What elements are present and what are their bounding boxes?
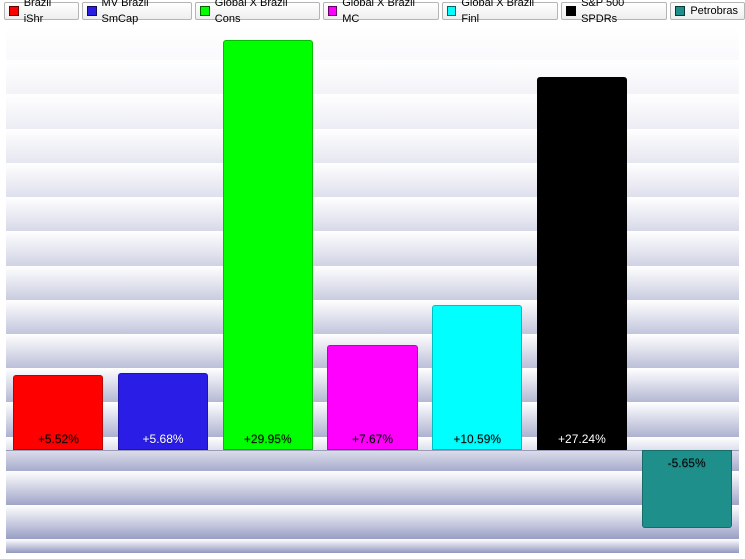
bar	[223, 40, 313, 450]
bars-layer: +5.52% +5.68% +29.95% +7.67% +10.59% +27.24% -…	[6, 26, 739, 553]
legend-swatch	[200, 6, 210, 16]
plot-area: +5.52% +5.68% +29.95% +7.67% +10.59% +27.24% -…	[6, 26, 739, 553]
legend-swatch	[675, 6, 685, 16]
bar-slot: +5.68%	[118, 26, 208, 553]
bar-slot: +29.95%	[223, 26, 313, 553]
chart-container: Brazil iShrMV Brazil SmCapGlobal X Brazi…	[0, 0, 745, 559]
legend-label: Global X Brazil Finl	[461, 0, 551, 27]
bar	[537, 77, 627, 450]
legend-swatch	[9, 6, 19, 16]
legend-swatch	[447, 6, 457, 16]
bar	[432, 305, 522, 450]
bar-value-label: +29.95%	[223, 432, 313, 446]
bar-value-label: +27.24%	[537, 432, 627, 446]
legend-label: MV Brazil SmCap	[102, 0, 186, 27]
bar-slot: +7.67%	[327, 26, 417, 553]
bar-value-label: +10.59%	[432, 432, 522, 446]
bar-value-label: +5.68%	[118, 432, 208, 446]
legend-swatch	[566, 6, 576, 16]
bar-value-label: -5.65%	[642, 456, 732, 470]
legend-item[interactable]: Global X Brazil Finl	[442, 2, 559, 20]
legend-label: S&P 500 SPDRs	[581, 0, 660, 27]
legend-item[interactable]: S&P 500 SPDRs	[561, 2, 667, 20]
legend-item[interactable]: Global X Brazil MC	[323, 2, 439, 20]
legend-item[interactable]: Global X Brazil Cons	[195, 2, 319, 20]
bar-slot: +10.59%	[432, 26, 522, 553]
legend-swatch	[328, 6, 338, 16]
legend: Brazil iShrMV Brazil SmCapGlobal X Brazi…	[0, 2, 745, 22]
bar-value-label: +5.52%	[13, 432, 103, 446]
legend-label: Global X Brazil MC	[342, 0, 431, 27]
legend-item[interactable]: Brazil iShr	[4, 2, 79, 20]
bar-slot: -5.65%	[642, 26, 732, 553]
legend-label: Petrobras	[690, 3, 738, 19]
bar-slot: +5.52%	[13, 26, 103, 553]
legend-swatch	[87, 6, 97, 16]
bar-slot: +27.24%	[537, 26, 627, 553]
legend-label: Global X Brazil Cons	[215, 0, 313, 27]
legend-item[interactable]: MV Brazil SmCap	[82, 2, 192, 20]
bar-value-label: +7.67%	[327, 432, 417, 446]
legend-item[interactable]: Petrobras	[670, 2, 745, 20]
legend-label: Brazil iShr	[24, 0, 72, 27]
